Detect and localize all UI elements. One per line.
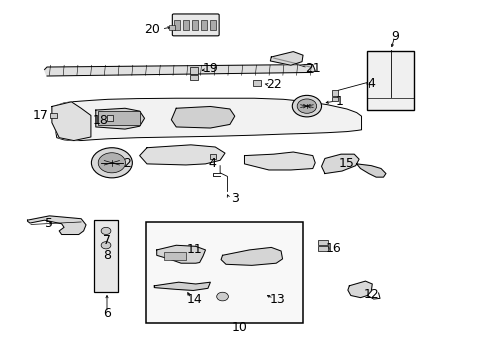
- Bar: [201, 20, 207, 30]
- Circle shape: [91, 148, 132, 178]
- Text: 9: 9: [391, 30, 399, 43]
- Text: 13: 13: [269, 293, 285, 306]
- Polygon shape: [157, 245, 205, 263]
- Bar: [168, 25, 174, 31]
- Text: 14: 14: [186, 293, 202, 306]
- Bar: [183, 20, 189, 30]
- Polygon shape: [140, 145, 224, 165]
- Bar: [331, 97, 337, 101]
- Bar: [317, 246, 328, 251]
- Polygon shape: [171, 107, 234, 128]
- Text: 11: 11: [186, 243, 202, 256]
- Text: 16: 16: [325, 242, 341, 255]
- Polygon shape: [321, 154, 358, 174]
- Text: 2: 2: [123, 157, 131, 170]
- Bar: [94, 220, 118, 292]
- Text: 22: 22: [265, 78, 281, 91]
- Circle shape: [98, 153, 125, 173]
- Text: 19: 19: [202, 62, 218, 75]
- Circle shape: [101, 242, 111, 249]
- Bar: [210, 20, 216, 30]
- Text: 4: 4: [208, 157, 216, 170]
- Text: 12: 12: [363, 288, 378, 301]
- Bar: [331, 90, 337, 96]
- Polygon shape: [347, 281, 371, 298]
- Circle shape: [101, 227, 111, 234]
- Bar: [146, 222, 303, 323]
- Bar: [210, 154, 216, 159]
- Bar: [192, 20, 198, 30]
- Bar: [317, 240, 328, 245]
- Text: 3: 3: [230, 192, 238, 205]
- Text: 6: 6: [103, 307, 111, 320]
- Text: 21: 21: [304, 62, 320, 75]
- Bar: [189, 67, 197, 74]
- Bar: [189, 75, 197, 80]
- Polygon shape: [221, 247, 282, 265]
- FancyBboxPatch shape: [172, 14, 219, 36]
- Circle shape: [292, 95, 321, 117]
- Bar: [174, 20, 180, 30]
- Polygon shape: [52, 98, 361, 140]
- Text: 15: 15: [338, 157, 354, 170]
- Circle shape: [216, 292, 228, 301]
- Text: 1: 1: [335, 95, 343, 108]
- Bar: [50, 113, 57, 118]
- Bar: [163, 252, 185, 260]
- Polygon shape: [356, 164, 385, 177]
- Bar: [253, 80, 261, 86]
- Bar: [98, 111, 140, 125]
- Text: 17: 17: [33, 109, 48, 122]
- Polygon shape: [52, 102, 91, 140]
- Polygon shape: [44, 64, 315, 76]
- Text: 7: 7: [103, 234, 111, 247]
- Text: 18: 18: [93, 114, 108, 127]
- Text: 5: 5: [45, 217, 53, 230]
- Bar: [366, 51, 413, 110]
- Circle shape: [297, 99, 316, 113]
- Polygon shape: [96, 108, 144, 129]
- Polygon shape: [270, 51, 303, 65]
- Polygon shape: [154, 282, 210, 291]
- Polygon shape: [244, 152, 315, 170]
- Text: 10: 10: [231, 321, 247, 334]
- Text: 4: 4: [366, 77, 374, 90]
- Bar: [107, 116, 113, 121]
- Polygon shape: [27, 216, 86, 234]
- Text: 8: 8: [103, 249, 111, 262]
- Text: 20: 20: [143, 23, 160, 36]
